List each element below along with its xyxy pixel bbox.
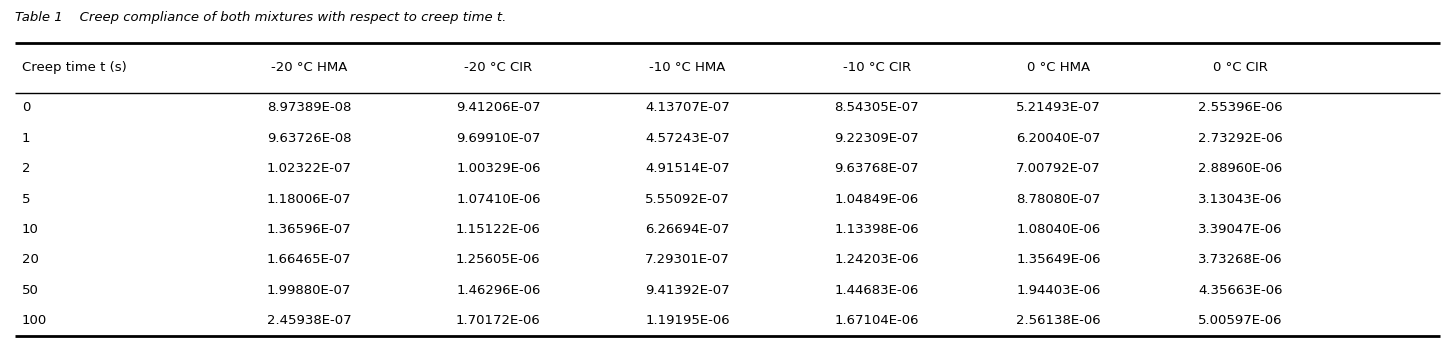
- Text: 2.55396E-06: 2.55396E-06: [1197, 101, 1283, 115]
- Text: 3.73268E-06: 3.73268E-06: [1197, 253, 1283, 266]
- Text: 5.55092E-07: 5.55092E-07: [645, 192, 730, 206]
- Text: 5.21493E-07: 5.21493E-07: [1016, 101, 1101, 115]
- Text: 9.22309E-07: 9.22309E-07: [834, 132, 920, 145]
- Text: 2.88960E-06: 2.88960E-06: [1199, 162, 1282, 175]
- Text: 1.70172E-06: 1.70172E-06: [455, 314, 541, 327]
- Text: 1.00329E-06: 1.00329E-06: [455, 162, 541, 175]
- Text: 1.35649E-06: 1.35649E-06: [1016, 253, 1101, 266]
- Text: 1.24203E-06: 1.24203E-06: [834, 253, 920, 266]
- Text: 2.45938E-07: 2.45938E-07: [266, 314, 352, 327]
- Text: 9.69910E-07: 9.69910E-07: [457, 132, 540, 145]
- Text: -10 °C CIR: -10 °C CIR: [842, 61, 911, 74]
- Text: 1.19195E-06: 1.19195E-06: [645, 314, 730, 327]
- Text: -20 °C HMA: -20 °C HMA: [271, 61, 348, 74]
- Text: 9.41392E-07: 9.41392E-07: [645, 283, 730, 297]
- Text: 20: 20: [22, 253, 39, 266]
- Text: 1.07410E-06: 1.07410E-06: [455, 192, 541, 206]
- Text: 2.56138E-06: 2.56138E-06: [1016, 314, 1101, 327]
- Text: 1.15122E-06: 1.15122E-06: [455, 223, 541, 236]
- Text: 5: 5: [22, 192, 31, 206]
- Text: 8.54305E-07: 8.54305E-07: [834, 101, 920, 115]
- Text: 8.97389E-08: 8.97389E-08: [268, 101, 351, 115]
- Text: 1.08040E-06: 1.08040E-06: [1017, 223, 1100, 236]
- Text: 3.13043E-06: 3.13043E-06: [1197, 192, 1283, 206]
- Text: -10 °C HMA: -10 °C HMA: [649, 61, 726, 74]
- Text: -20 °C CIR: -20 °C CIR: [464, 61, 533, 74]
- Text: 6.26694E-07: 6.26694E-07: [646, 223, 729, 236]
- Text: Table 1    Creep compliance of both mixtures with respect to creep time t.: Table 1 Creep compliance of both mixture…: [15, 11, 506, 24]
- Text: 1.02322E-07: 1.02322E-07: [266, 162, 352, 175]
- Text: 1.44683E-06: 1.44683E-06: [835, 283, 918, 297]
- Text: 7.00792E-07: 7.00792E-07: [1016, 162, 1101, 175]
- Text: 1.36596E-07: 1.36596E-07: [266, 223, 352, 236]
- Text: 9.41206E-07: 9.41206E-07: [455, 101, 541, 115]
- Text: 1.94403E-06: 1.94403E-06: [1017, 283, 1100, 297]
- Text: 1.99880E-07: 1.99880E-07: [268, 283, 351, 297]
- Text: 2: 2: [22, 162, 31, 175]
- Text: 0: 0: [22, 101, 31, 115]
- Text: 1.13398E-06: 1.13398E-06: [834, 223, 920, 236]
- Text: 1.66465E-07: 1.66465E-07: [266, 253, 352, 266]
- Text: 8.78080E-07: 8.78080E-07: [1017, 192, 1100, 206]
- Text: 6.20040E-07: 6.20040E-07: [1017, 132, 1100, 145]
- Text: 1.18006E-07: 1.18006E-07: [266, 192, 352, 206]
- Text: 1.46296E-06: 1.46296E-06: [457, 283, 540, 297]
- Text: 9.63726E-08: 9.63726E-08: [266, 132, 352, 145]
- Text: 10: 10: [22, 223, 39, 236]
- Text: 9.63768E-07: 9.63768E-07: [834, 162, 920, 175]
- Text: 4.91514E-07: 4.91514E-07: [645, 162, 730, 175]
- Text: 5.00597E-06: 5.00597E-06: [1197, 314, 1283, 327]
- Text: 50: 50: [22, 283, 39, 297]
- Text: 1.67104E-06: 1.67104E-06: [834, 314, 920, 327]
- Text: 0 °C HMA: 0 °C HMA: [1027, 61, 1090, 74]
- Text: 3.39047E-06: 3.39047E-06: [1197, 223, 1283, 236]
- Text: 1: 1: [22, 132, 31, 145]
- Text: 4.13707E-07: 4.13707E-07: [645, 101, 730, 115]
- Text: 1.25605E-06: 1.25605E-06: [455, 253, 541, 266]
- Text: Creep time t (s): Creep time t (s): [22, 61, 127, 74]
- Text: 1.04849E-06: 1.04849E-06: [835, 192, 918, 206]
- Text: 4.57243E-07: 4.57243E-07: [645, 132, 730, 145]
- Text: 0 °C CIR: 0 °C CIR: [1213, 61, 1267, 74]
- Text: 7.29301E-07: 7.29301E-07: [645, 253, 730, 266]
- Text: 4.35663E-06: 4.35663E-06: [1197, 283, 1283, 297]
- Text: 100: 100: [22, 314, 47, 327]
- Text: 2.73292E-06: 2.73292E-06: [1197, 132, 1283, 145]
